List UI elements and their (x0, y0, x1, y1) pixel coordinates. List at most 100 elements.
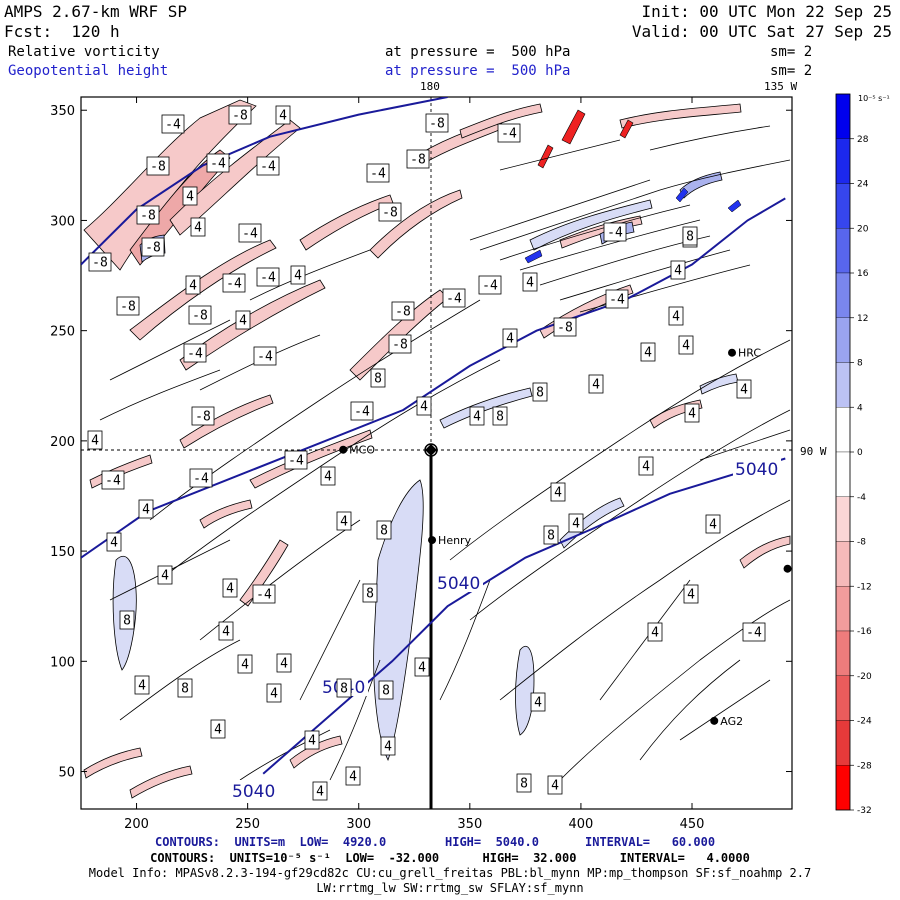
colorbar-swatch (835, 451, 851, 497)
svg-text:4: 4 (280, 657, 288, 672)
station-dot (339, 445, 348, 454)
station-label: MCO (349, 444, 375, 457)
vorticity-label: 8 (378, 680, 394, 700)
vorticity-label: 4 (235, 310, 251, 330)
svg-text:4: 4 (526, 276, 534, 291)
vorticity-label: 4 (568, 513, 584, 533)
svg-text:8: 8 (496, 410, 504, 425)
vorticity-label: -8 (136, 205, 160, 225)
svg-text:4: 4 (316, 785, 324, 800)
colorbar: 10⁻⁵ s⁻¹ 28 24 20 16 12 8 4 0 -4 -8 -12 -16 -20 -24 -28… (835, 93, 890, 816)
vorticity-label: 4 (530, 692, 546, 712)
svg-text:-8: -8 (195, 410, 211, 425)
svg-text:-4: -4 (354, 405, 370, 420)
colorbar-label: 8 (857, 359, 863, 369)
colorbar-swatch (835, 541, 851, 587)
field2-smoothing: sm= 2 (770, 63, 813, 79)
x-tick-label: 350 (457, 817, 482, 832)
vorticity-label: 4 (290, 265, 306, 285)
vorticity-label: -4 (603, 222, 627, 242)
footer-height-contours-low: CONTOURS: UNITS=m LOW= 4920.0 (155, 835, 387, 849)
svg-text:4: 4 (189, 279, 197, 294)
svg-text:4: 4 (672, 310, 680, 325)
svg-text:4: 4 (138, 679, 146, 694)
svg-text:4: 4 (110, 536, 118, 551)
map-frame (80, 96, 793, 810)
vorticity-label: -4 (238, 223, 262, 243)
vorticity-label: 8 (543, 525, 559, 545)
svg-text:8: 8 (181, 682, 189, 697)
vorticity-label: -4 (442, 288, 466, 308)
svg-text:4: 4 (644, 346, 652, 361)
vorticity-contour-lines (99, 125, 791, 781)
vorticity-label: -4 (605, 289, 629, 309)
svg-text:4: 4 (674, 264, 682, 279)
svg-text:4: 4 (340, 515, 348, 530)
colorbar-label: 0 (857, 448, 863, 458)
field2-level: at pressure = 500 hPa (385, 63, 571, 79)
vorticity-label: 4 (185, 275, 201, 295)
vorticity-label: -4 (256, 156, 280, 176)
vorticity-label: -8 (391, 301, 415, 321)
vorticity-label: 4 (190, 217, 206, 237)
footer-vorticity-contours: CONTOURS: UNITS=10⁻⁵ s⁻¹ LOW= -32.000 HI… (150, 851, 750, 865)
svg-text:4: 4 (740, 383, 748, 398)
svg-text:-8: -8 (382, 206, 398, 221)
vorticity-label: 8 (492, 406, 508, 426)
station-dot (710, 716, 719, 725)
svg-text:-4: -4 (242, 227, 258, 242)
colorbar-label: -4 (857, 493, 866, 503)
svg-text:-4: -4 (446, 292, 462, 307)
vorticity-label: -4 (222, 273, 246, 293)
station-dot (428, 536, 437, 545)
x-tick-label: 250 (235, 817, 260, 832)
colorbar-swatch (835, 317, 851, 363)
vorticity-label: 4 (312, 781, 328, 801)
vorticity-label: -4 (742, 622, 766, 642)
vorticity-label: 4 (138, 499, 154, 519)
vorticity-label: -8 (141, 237, 165, 257)
colorbar-label: -8 (857, 538, 866, 548)
vorticity-label: 4 (320, 466, 336, 486)
field2-name: Geopotential height (8, 63, 169, 79)
footer-height-contours-interval: INTERVAL= 60.000 (585, 835, 716, 849)
vorticity-label: 4 (276, 653, 292, 673)
vorticity-label: 4 (275, 105, 291, 125)
station-label: Henry (438, 534, 472, 547)
svg-text:4: 4 (222, 625, 230, 640)
colorbar-swatch (835, 138, 851, 184)
lon-label-top: 180 (420, 80, 440, 93)
svg-text:4: 4 (554, 486, 562, 501)
colorbar-swatch (835, 720, 851, 766)
vorticity-label: -4 (253, 346, 277, 366)
colorbar-label: 12 (857, 314, 868, 324)
svg-text:-8: -8 (429, 117, 445, 132)
svg-text:4: 4 (324, 470, 332, 485)
vorticity-label: 4 (638, 456, 654, 476)
svg-text:-4: -4 (501, 127, 517, 142)
colorbar-label: -24 (857, 717, 872, 727)
svg-text:4: 4 (349, 770, 357, 785)
svg-text:-8: -8 (140, 209, 156, 224)
svg-text:4: 4 (308, 734, 316, 749)
colorbar-swatch (835, 362, 851, 408)
colorbar-swatch (835, 183, 851, 229)
colorbar-label: -32 (857, 806, 872, 816)
svg-text:4: 4 (418, 661, 426, 676)
footer-physics-info: LW:rrtmg_lw SW:rrtmg_sw SFLAY:sf_mynn (316, 881, 584, 895)
vorticity-label: 4 (683, 584, 699, 604)
svg-text:4: 4 (91, 434, 99, 449)
vorticity-label: 4 (106, 532, 122, 552)
vorticity-label: 8 (682, 226, 698, 246)
svg-text:4: 4 (241, 658, 249, 673)
colorbar-swatch (835, 272, 851, 318)
lon-label-top-right: 135 W (764, 80, 798, 93)
vorticity-label: -8 (388, 334, 412, 354)
colorbar-swatch (835, 407, 851, 453)
colorbar-label: 20 (857, 224, 869, 234)
vorticity-label: -8 (425, 113, 449, 133)
svg-text:-4: -4 (257, 350, 273, 365)
vorticity-label: 8 (177, 678, 193, 698)
svg-text:4: 4 (709, 518, 717, 533)
